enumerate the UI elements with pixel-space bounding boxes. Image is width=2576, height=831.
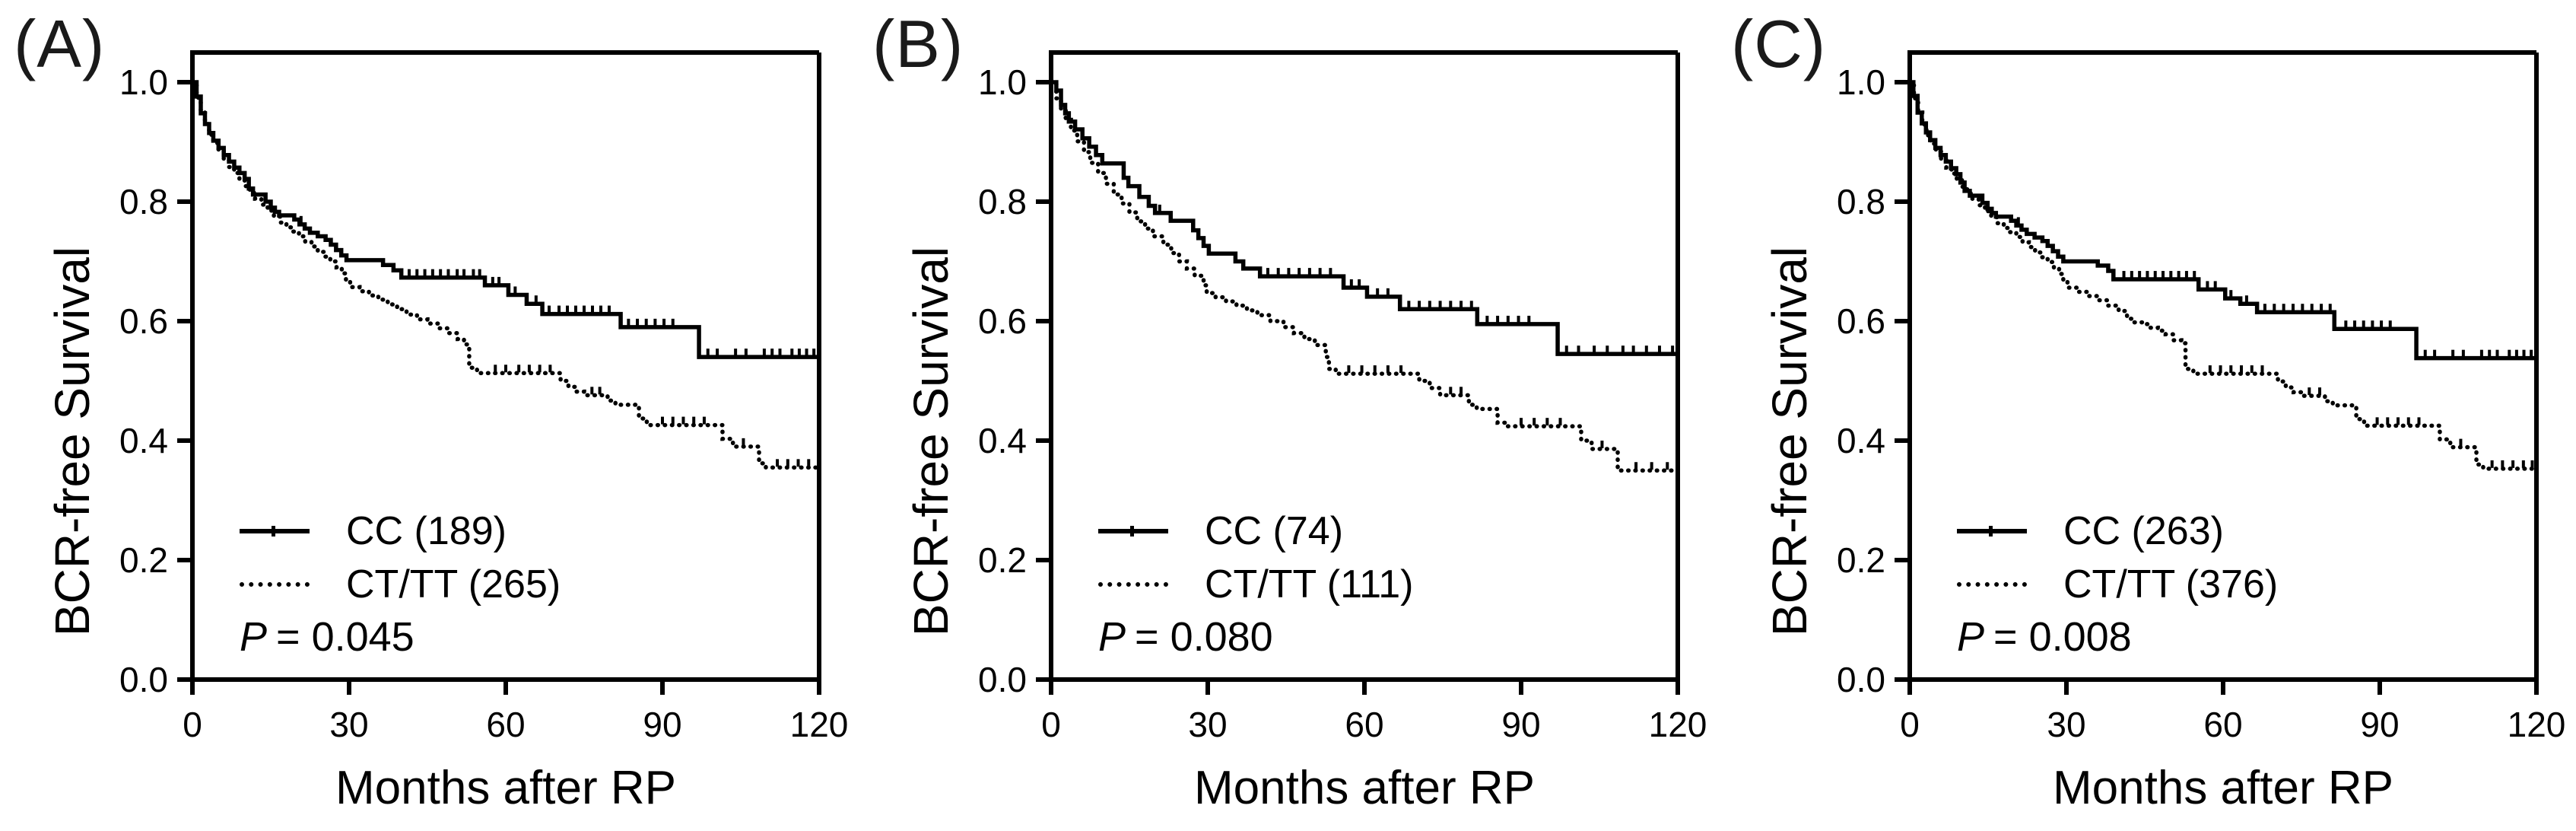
svg-text:1.0: 1.0 (978, 62, 1027, 102)
legend-row-cc: CC (263) (1957, 508, 2224, 555)
panel-b-plot: 0.0 0.2 0.4 0.6 0.8 1.0 0 30 60 90 120 (978, 50, 1707, 744)
p-symbol: P (240, 614, 268, 660)
panel-c-y-axis-title: BCR-free Survival (1762, 246, 1817, 637)
legend-label-cc: CC (189) (346, 509, 507, 553)
svg-text:60: 60 (486, 705, 525, 744)
censor-tick-icon (1130, 526, 1134, 536)
svg-text:30: 30 (329, 705, 368, 744)
svg-text:30: 30 (1188, 705, 1227, 744)
panel-b: (B) 0.0 0.2 0.4 0.6 0.8 1.0 0 30 60 90 120 BCR-fre… (859, 0, 1717, 831)
censor-tick-icon (1989, 526, 1993, 536)
p-symbol: P (1098, 614, 1126, 660)
p-value: P = 0.080 (1098, 613, 1273, 661)
solid-line-key (1957, 526, 2027, 536)
p-value-text: = 0.008 (1993, 614, 2132, 660)
panel-c: (C) 0.0 0.2 0.4 0.6 0.8 1.0 0 30 60 90 120 BCR-fre… (1717, 0, 2576, 831)
legend-label-ct: CT/TT (111) (1205, 562, 1414, 607)
legend-label-cc: CC (74) (1205, 509, 1344, 553)
svg-text:0: 0 (183, 705, 202, 744)
svg-text:60: 60 (2203, 705, 2242, 744)
svg-text:0.4: 0.4 (1837, 421, 1885, 460)
svg-text:0.0: 0.0 (1837, 660, 1885, 699)
svg-text:120: 120 (2508, 705, 2566, 744)
legend-row-ct: CT/TT (376) (1957, 561, 2278, 608)
panel-c-letter: (C) (1731, 6, 1827, 81)
legend-row-cc: CC (74) (1098, 508, 1343, 555)
p-value: P = 0.008 (1957, 613, 2132, 661)
svg-text:0.0: 0.0 (119, 660, 168, 699)
panel-b-y-axis-title: BCR-free Survival (904, 246, 958, 637)
svg-text:0.2: 0.2 (978, 540, 1027, 580)
panel-a-plot: 0.0 0.2 0.4 0.6 0.8 1.0 0 30 60 90 120 (119, 50, 849, 744)
p-value: P = 0.045 (240, 613, 415, 661)
svg-text:60: 60 (1345, 705, 1383, 744)
svg-text:90: 90 (643, 705, 681, 744)
svg-text:0.2: 0.2 (119, 540, 168, 580)
svg-text:0.4: 0.4 (978, 421, 1027, 460)
legend-row-ct: CT/TT (265) (240, 561, 561, 608)
p-symbol: P (1957, 614, 1985, 660)
dotted-line-key (1098, 582, 1168, 587)
svg-text:0: 0 (1041, 705, 1061, 744)
svg-text:0.0: 0.0 (978, 660, 1027, 699)
panel-a-x-axis-title: Months after RP (335, 762, 676, 814)
solid-line-key (240, 526, 310, 536)
svg-text:0.6: 0.6 (1837, 301, 1885, 341)
p-value-text: = 0.045 (276, 614, 415, 660)
svg-text:0.6: 0.6 (119, 301, 168, 341)
svg-text:0.8: 0.8 (978, 182, 1027, 221)
svg-text:0.2: 0.2 (1837, 540, 1885, 580)
svg-text:1.0: 1.0 (1837, 62, 1885, 102)
dotted-line-key (1957, 582, 2027, 587)
svg-text:0.8: 0.8 (119, 182, 168, 221)
panel-a-y-axis-title: BCR-free Survival (45, 246, 100, 637)
svg-text:30: 30 (2047, 705, 2085, 744)
legend-label-cc: CC (263) (2063, 509, 2224, 553)
svg-text:0.8: 0.8 (1837, 182, 1885, 221)
panel-c-x-axis-title: Months after RP (2053, 762, 2393, 814)
p-value-text: = 0.080 (1135, 614, 1273, 660)
panel-a-letter: (A) (14, 6, 106, 81)
legend-label-ct: CT/TT (265) (346, 562, 561, 607)
svg-text:1.0: 1.0 (119, 62, 168, 102)
svg-text:0.4: 0.4 (119, 421, 168, 460)
legend-label-ct: CT/TT (376) (2063, 562, 2279, 607)
svg-text:120: 120 (1649, 705, 1707, 744)
legend-row-ct: CT/TT (111) (1098, 561, 1413, 608)
svg-text:0.6: 0.6 (978, 301, 1027, 341)
panel-b-letter: (B) (872, 6, 964, 81)
dotted-line-key (240, 582, 310, 587)
panel-c-plot: 0.0 0.2 0.4 0.6 0.8 1.0 0 30 60 90 120 (1837, 50, 2566, 744)
panel-a: (A) 0.0 0.2 0.4 0.6 0.8 1.0 0 30 60 90 120 BCR-fre… (0, 0, 859, 831)
svg-text:90: 90 (2360, 705, 2399, 744)
panel-b-x-axis-title: Months after RP (1194, 762, 1535, 814)
censor-tick-icon (272, 526, 275, 536)
svg-text:120: 120 (790, 705, 849, 744)
svg-text:90: 90 (1501, 705, 1540, 744)
svg-text:0: 0 (1900, 705, 1920, 744)
solid-line-key (1098, 526, 1168, 536)
legend-row-cc: CC (189) (240, 508, 507, 555)
